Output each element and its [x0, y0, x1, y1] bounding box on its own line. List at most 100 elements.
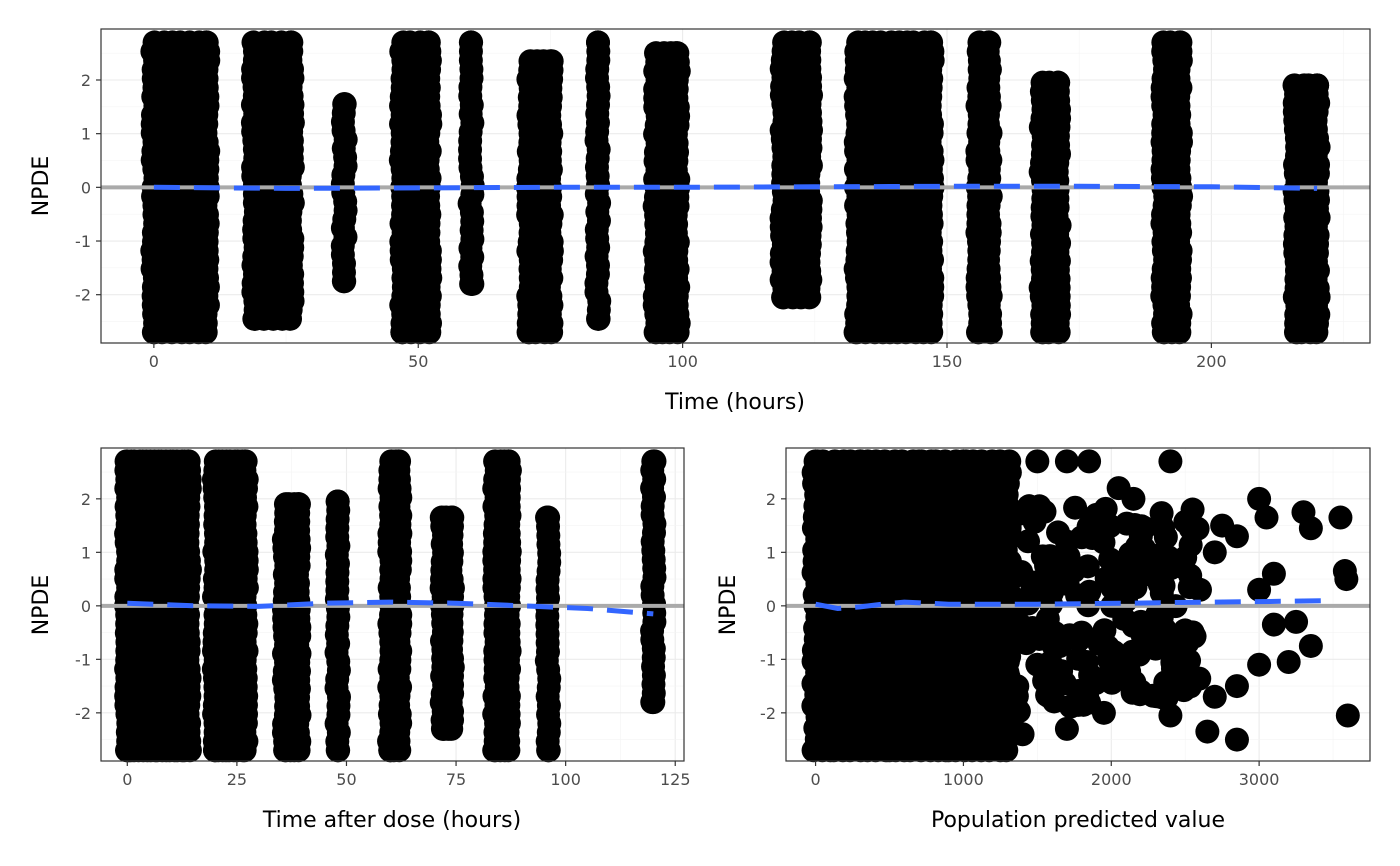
data-point: [797, 30, 822, 55]
data-point: [1054, 716, 1079, 741]
data-point: [1254, 505, 1279, 530]
x-tick-label: 50: [336, 770, 356, 789]
data-point: [332, 92, 357, 117]
x-tick-label: 1000: [943, 770, 984, 789]
data-point: [996, 664, 1021, 689]
data-point: [141, 320, 166, 345]
data-point: [1010, 722, 1035, 747]
data-point: [1054, 449, 1079, 474]
data-point: [1114, 588, 1139, 613]
y-tick-label: 2: [81, 71, 91, 90]
data-point: [907, 540, 932, 565]
data-point: [1148, 611, 1173, 636]
data-point: [1167, 30, 1192, 55]
data-point: [286, 492, 311, 517]
data-point: [988, 727, 1013, 752]
data-point: [977, 30, 1002, 55]
data-point: [1025, 652, 1050, 677]
y-tick-label: -2: [75, 704, 91, 723]
data-point: [1025, 495, 1050, 520]
data-point: [1173, 545, 1198, 570]
data-point: [1077, 449, 1102, 474]
data-point: [536, 738, 561, 763]
panel-pred-border: [785, 447, 1371, 762]
data-point: [242, 306, 267, 331]
data-point: [1283, 320, 1308, 345]
data-point: [1305, 73, 1330, 98]
data-point: [1276, 650, 1301, 675]
panel-time: 0 50 100 150 200 -2 -1 0 1 2 Time (hours) NPDE: [29, 28, 1371, 415]
data-point: [641, 449, 666, 474]
data-point: [1180, 497, 1205, 522]
x-tick-label: 25: [227, 770, 247, 789]
data-point: [1298, 516, 1323, 541]
data-point: [1091, 700, 1116, 725]
data-point: [1025, 449, 1050, 474]
data-point: [951, 492, 976, 517]
x-tick-label: 75: [446, 770, 466, 789]
data-point: [1158, 449, 1183, 474]
data-point: [1052, 671, 1077, 696]
data-point: [845, 320, 870, 345]
panel-time-xlabel: Time (hours): [664, 390, 805, 415]
data-point: [1016, 529, 1041, 554]
panel-pred-ylabel: NPDE: [716, 575, 741, 636]
data-point: [273, 738, 298, 763]
data-point: [115, 738, 140, 763]
panel-time-ticks: 0 50 100 150 200 -2 -1 0 1 2: [75, 71, 1227, 371]
x-tick-label: 150: [932, 352, 963, 371]
x-tick-label: 0: [149, 352, 159, 371]
data-point: [644, 320, 669, 345]
panel-tad-xlabel: Time after dose (hours): [262, 808, 521, 833]
data-point: [325, 489, 350, 514]
data-point: [1224, 524, 1249, 549]
data-point: [176, 449, 201, 474]
panel-time-trend: [101, 183, 1370, 191]
trend-line: [815, 598, 1334, 612]
data-point: [1084, 502, 1109, 527]
data-point: [1100, 569, 1125, 594]
data-point: [1046, 70, 1071, 95]
x-tick-label: 3000: [1239, 770, 1280, 789]
data-point: [202, 738, 227, 763]
data-point: [1128, 524, 1153, 549]
data-point: [665, 41, 690, 66]
y-tick-label: 0: [766, 597, 776, 616]
data-point: [378, 738, 403, 763]
y-tick-label: 1: [766, 543, 776, 562]
data-point: [1334, 567, 1359, 592]
data-point: [439, 505, 464, 530]
data-point: [459, 271, 484, 296]
data-point: [1054, 529, 1079, 554]
data-point: [936, 738, 961, 763]
y-tick-label: -1: [75, 650, 91, 669]
data-point: [818, 738, 843, 763]
data-point: [966, 320, 991, 345]
data-point: [233, 449, 258, 474]
data-point: [538, 49, 563, 74]
panel-pred-xlabel: Population predicted value: [931, 808, 1225, 833]
data-point: [517, 320, 542, 345]
data-point: [1298, 633, 1323, 658]
x-tick-label: 2000: [1091, 770, 1132, 789]
data-point: [1128, 679, 1153, 704]
data-point: [459, 30, 484, 55]
y-tick-label: -1: [760, 650, 776, 669]
data-point: [1009, 559, 1034, 584]
y-tick-label: 1: [81, 543, 91, 562]
data-point: [1158, 703, 1183, 728]
data-point: [430, 716, 455, 741]
x-tick-label: 200: [1196, 352, 1227, 371]
data-point: [995, 508, 1020, 533]
data-point: [1066, 646, 1091, 671]
panel-tad-border: [100, 447, 685, 762]
y-tick-label: 0: [81, 178, 91, 197]
data-point: [980, 460, 1005, 485]
data-point: [483, 738, 508, 763]
data-point: [325, 738, 350, 763]
data-point: [496, 449, 521, 474]
data-point: [1006, 699, 1031, 724]
data-point: [1040, 567, 1065, 592]
panel-tad-trend: [101, 599, 684, 617]
y-tick-label: 1: [81, 125, 91, 144]
